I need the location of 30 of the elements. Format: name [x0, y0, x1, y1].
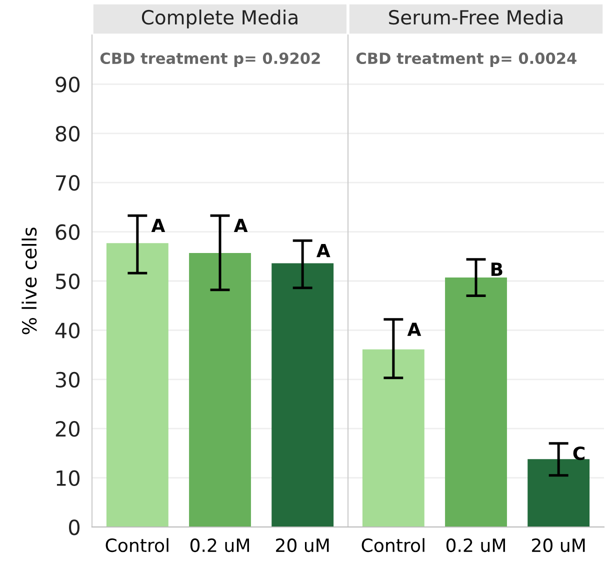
- y-tick-label: 50: [56, 273, 80, 290]
- chart-title: Complete Media: [142, 10, 298, 28]
- text: CBD treatment p= 0.0024: [356, 52, 576, 68]
- x-tick-label: 20 uM: [276, 538, 329, 552]
- y-tick-label: 90: [56, 76, 80, 92]
- x-tick-label: 0.2 uM: [190, 538, 249, 552]
- annotation: A: [234, 218, 248, 232]
- x-tick-label: 0.2 uM: [446, 538, 505, 552]
- chart-title: Serum-Free Media: [389, 10, 562, 25]
- x-tick-label: Control: [106, 538, 168, 552]
- y-tick-label: 20: [56, 421, 80, 437]
- y-tick-label: 80: [56, 126, 80, 142]
- annotation: B: [491, 262, 502, 276]
- y-tick-label: 10: [56, 470, 80, 486]
- annotation: A: [407, 322, 422, 336]
- text: CBD treatment p= 0.9202: [100, 52, 320, 68]
- y-axis-title: % live cells: [22, 228, 37, 334]
- bar: [189, 252, 251, 527]
- x-tick-label: 20 uM: [532, 538, 585, 552]
- y-tick-label: 70: [56, 175, 80, 191]
- annotation: C: [573, 446, 584, 460]
- bar: [272, 263, 334, 527]
- y-tick-label: 40: [55, 322, 80, 338]
- x-tick-label: Control: [362, 538, 424, 552]
- annotation: A: [151, 218, 166, 232]
- bar: [106, 243, 168, 527]
- annotation: A: [316, 244, 330, 258]
- y-tick-label: 60: [56, 224, 80, 240]
- y-tick-label: 30: [56, 372, 80, 388]
- y-tick-label: 0: [69, 519, 80, 536]
